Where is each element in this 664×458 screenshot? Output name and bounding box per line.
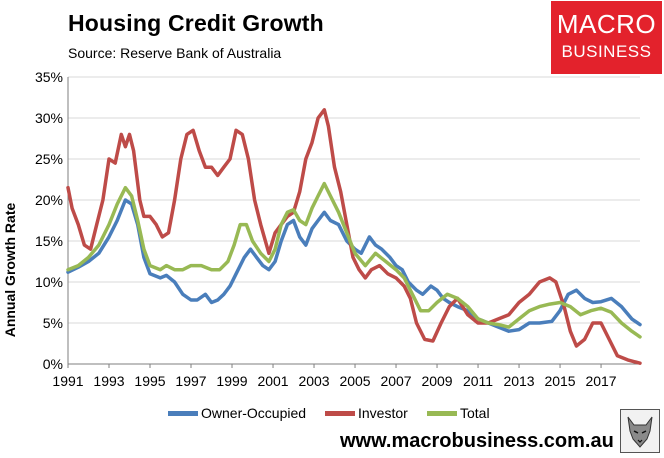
y-tick-label: 30% bbox=[35, 110, 63, 126]
y-tick-label: 35% bbox=[35, 69, 63, 85]
legend-item: Owner-Occupied bbox=[168, 405, 306, 421]
x-tick-label: 2005 bbox=[339, 373, 370, 389]
series-line-investor bbox=[66, 108, 642, 365]
logo-line-2: BUSINESS bbox=[561, 42, 652, 61]
chart-title: Housing Credit Growth bbox=[68, 10, 324, 36]
legend-label: Total bbox=[460, 405, 490, 421]
y-tick-label: 0% bbox=[43, 356, 63, 372]
y-tick-label: 5% bbox=[43, 315, 63, 331]
x-tick-label: 2013 bbox=[503, 373, 534, 389]
series-line-total bbox=[66, 181, 642, 339]
legend-label: Investor bbox=[358, 405, 408, 421]
x-tick-label: 2017 bbox=[585, 373, 616, 389]
x-tick-label: 2003 bbox=[298, 373, 329, 389]
website-url: www.macrobusiness.com.au bbox=[340, 430, 614, 452]
y-tick-labels: 0% 5% 10% 15% 20% 25% 30% 35% bbox=[35, 69, 63, 372]
series-line-owner-occupied bbox=[66, 198, 642, 333]
x-tick-label: 2001 bbox=[257, 373, 288, 389]
y-tick-label: 20% bbox=[35, 192, 63, 208]
x-tick-label: 1991 bbox=[52, 373, 83, 389]
y-tick-label: 10% bbox=[35, 274, 63, 290]
legend: Owner-Occupied Investor Total bbox=[0, 405, 664, 425]
macrobusiness-logo: MACRO BUSINESS bbox=[551, 1, 662, 74]
x-tick-label: 2015 bbox=[544, 373, 575, 389]
legend-label: Owner-Occupied bbox=[201, 405, 307, 421]
x-tick-label: 1993 bbox=[93, 373, 124, 389]
series-lines bbox=[66, 108, 642, 365]
legend-item: Investor bbox=[325, 405, 408, 421]
x-tick-label: 2009 bbox=[421, 373, 452, 389]
legend-swatch bbox=[427, 410, 457, 416]
chart-subtitle: Source: Reserve Bank of Australia bbox=[68, 45, 282, 61]
legend-swatch bbox=[168, 410, 198, 416]
x-tick-label: 1997 bbox=[175, 373, 206, 389]
y-tick-label: 15% bbox=[35, 233, 63, 249]
wolf-logo-icon bbox=[620, 409, 660, 453]
x-tick-label: 1995 bbox=[134, 373, 165, 389]
gridlines bbox=[67, 76, 640, 368]
y-tick-label: 25% bbox=[35, 151, 63, 167]
legend-item: Total bbox=[427, 405, 490, 421]
legend-swatch bbox=[325, 410, 355, 416]
x-tick-label: 2007 bbox=[380, 373, 411, 389]
x-tick-label: 1999 bbox=[216, 373, 247, 389]
x-tick-labels: 1991 1993 1995 1997 1999 2001 2003 2005 2007 2009… bbox=[52, 373, 616, 389]
logo-line-1: MACRO bbox=[556, 9, 657, 39]
x-tick-label: 2011 bbox=[463, 373, 493, 389]
